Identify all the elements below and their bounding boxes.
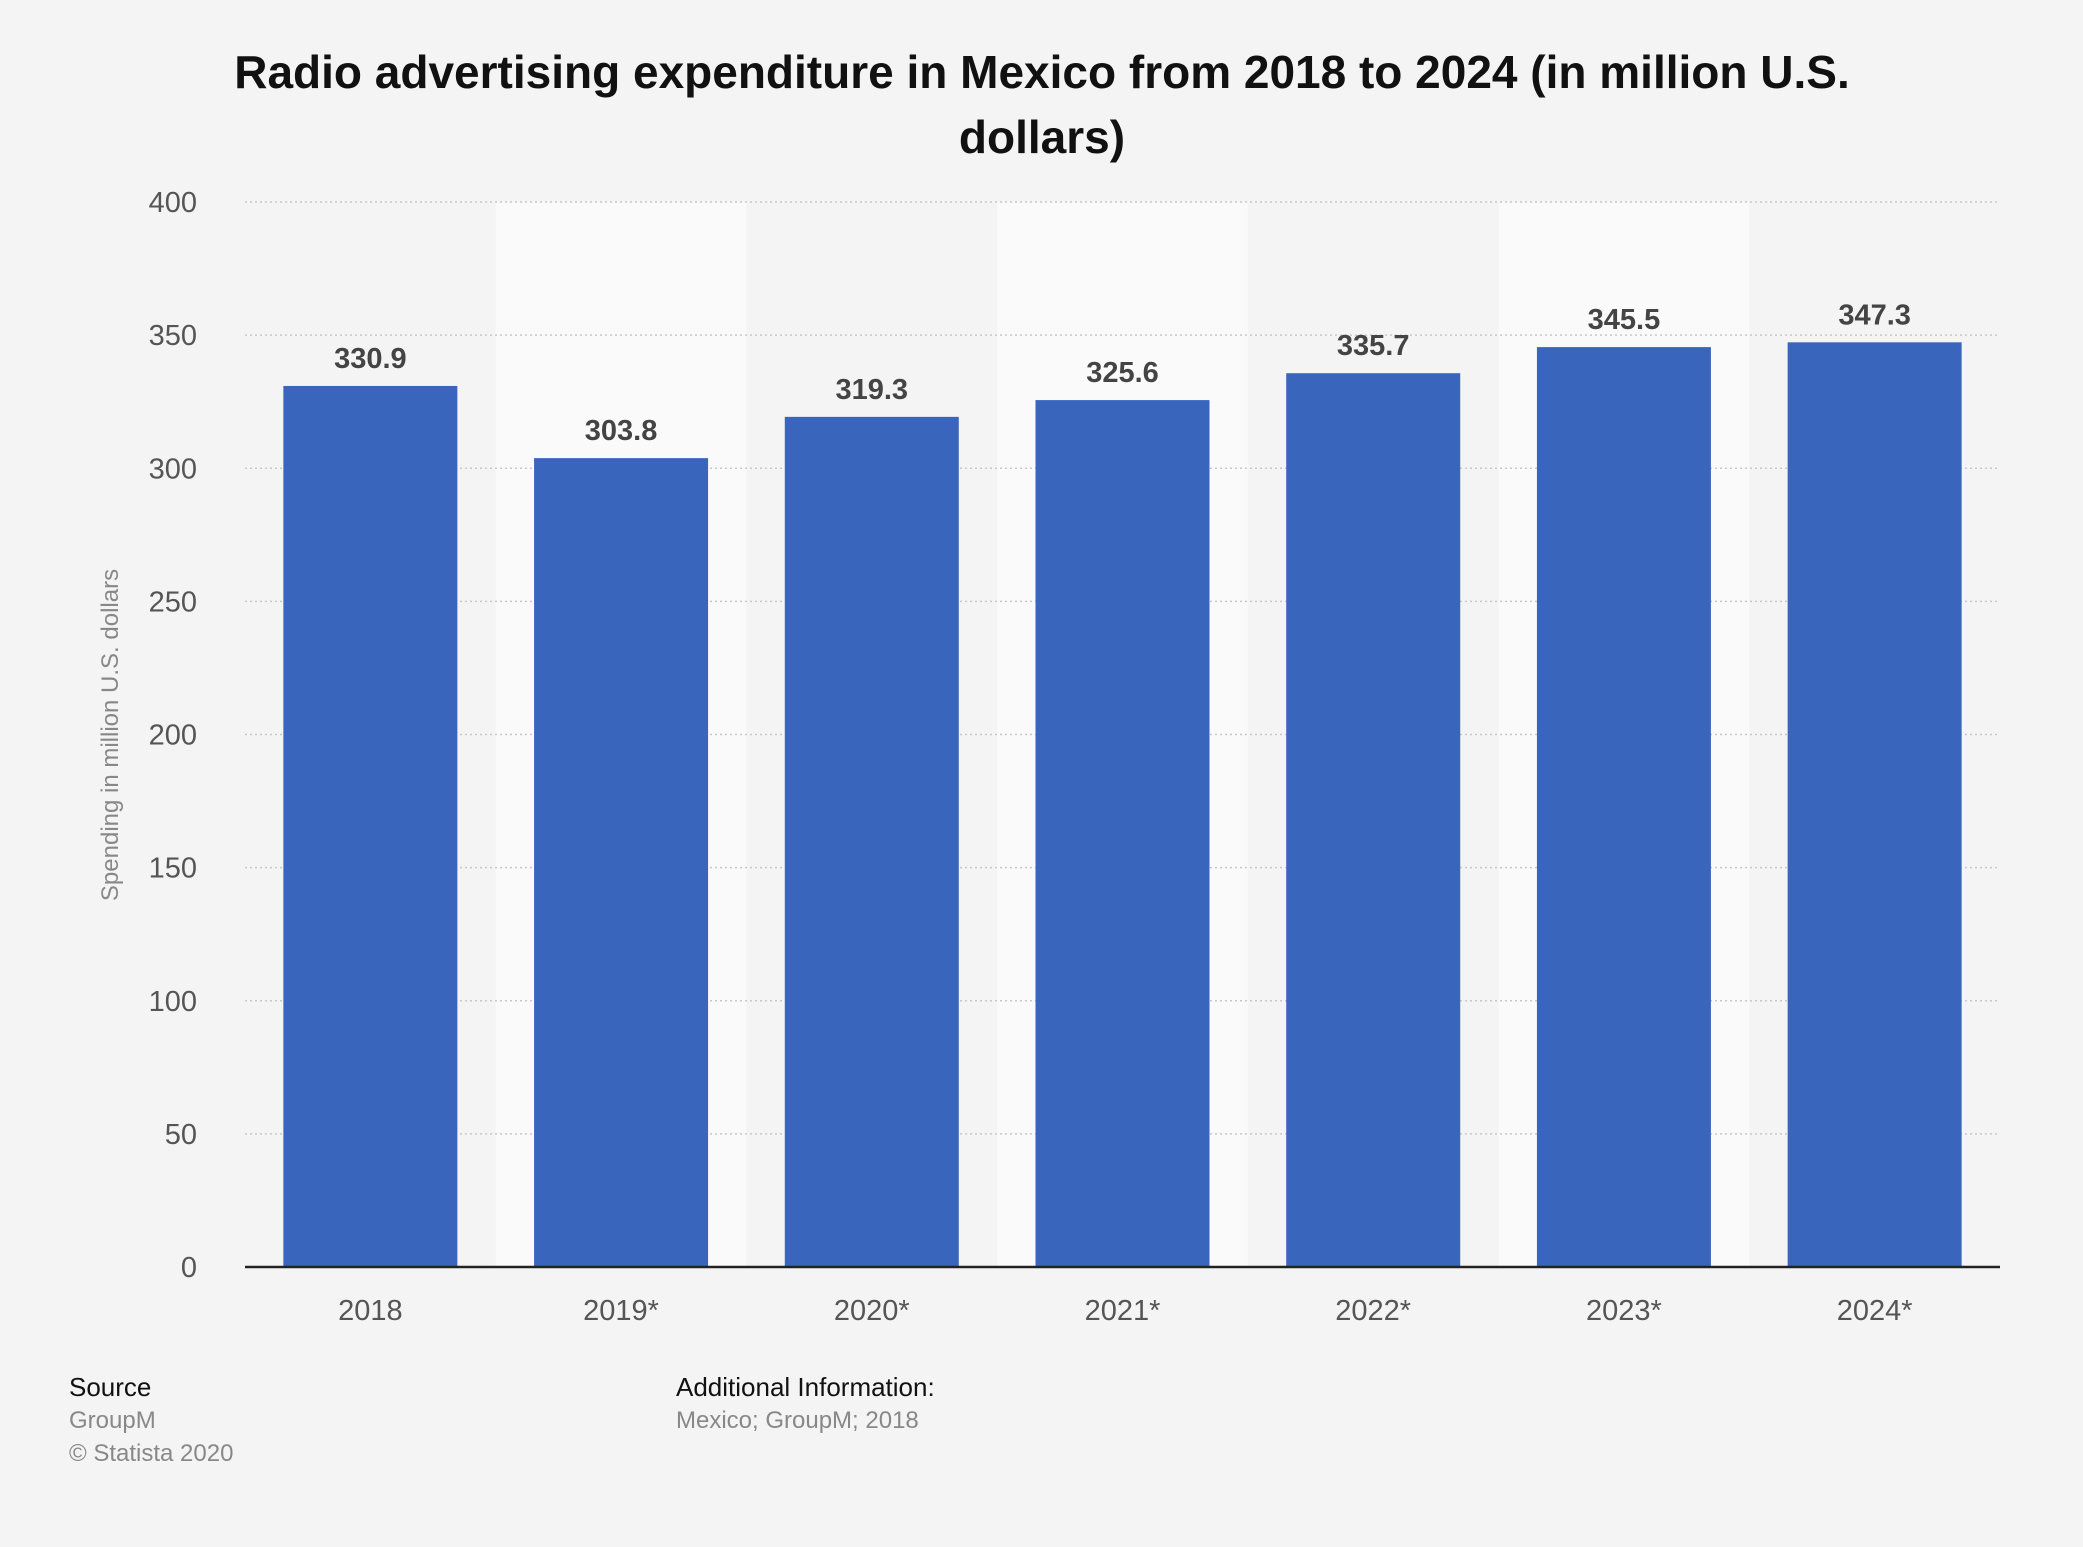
- y-tick-label: 300: [149, 453, 197, 485]
- source-heading: Source: [69, 1372, 152, 1402]
- x-tick-label: 2018: [338, 1295, 403, 1327]
- bars: [283, 342, 1962, 1268]
- y-tick-label: 0: [181, 1252, 197, 1284]
- bar: [1035, 400, 1210, 1268]
- additional-info-text: Mexico; GroupM; 2018: [676, 1407, 919, 1434]
- y-tick-label: 400: [149, 187, 197, 219]
- y-tick-label: 100: [149, 986, 197, 1018]
- x-tick-label: 2024*: [1837, 1295, 1913, 1327]
- value-label: 345.5: [1588, 304, 1661, 336]
- value-labels: 330.9 303.8 319.3 325.6 335.7 345.5 347.3: [334, 299, 1911, 447]
- value-label: 347.3: [1838, 299, 1911, 331]
- chart-title-line-1: Radio advertising expenditure in Mexico …: [234, 46, 1850, 98]
- x-tick-label: 2022*: [1335, 1295, 1411, 1327]
- y-tick-label: 150: [149, 853, 197, 885]
- bar: [1536, 347, 1711, 1267]
- bar: [1787, 342, 1962, 1268]
- additional-info-heading: Additional Information:: [676, 1372, 935, 1402]
- y-tick-label: 250: [149, 586, 197, 618]
- y-tick-label: 200: [149, 720, 197, 752]
- bar: [534, 458, 709, 1267]
- x-tick-label: 2021*: [1085, 1295, 1161, 1327]
- x-tick-label: 2023*: [1586, 1295, 1662, 1327]
- x-tick-label: 2019*: [583, 1295, 659, 1327]
- value-label: 330.9: [334, 343, 407, 375]
- value-label: 303.8: [585, 415, 658, 447]
- chart-title-line-2: dollars): [959, 111, 1125, 163]
- y-axis-label: Spending in million U.S. dollars: [97, 569, 124, 901]
- y-axis-ticks: 0 50 100 150 200 250 300 350 400: [149, 187, 197, 1284]
- value-label: 335.7: [1337, 330, 1410, 362]
- y-tick-label: 50: [165, 1119, 197, 1151]
- x-tick-label: 2020*: [834, 1295, 910, 1327]
- y-tick-label: 350: [149, 320, 197, 352]
- x-axis-ticks: 2018 2019* 2020* 2021* 2022* 2023* 2024*: [338, 1295, 1912, 1327]
- value-label: 319.3: [835, 374, 908, 406]
- bar: [784, 416, 959, 1267]
- source-name[interactable]: GroupM: [69, 1407, 156, 1434]
- bar: [283, 385, 458, 1267]
- bar: [1286, 373, 1461, 1268]
- value-label: 325.6: [1086, 357, 1159, 389]
- copyright-text: © Statista 2020: [69, 1440, 234, 1467]
